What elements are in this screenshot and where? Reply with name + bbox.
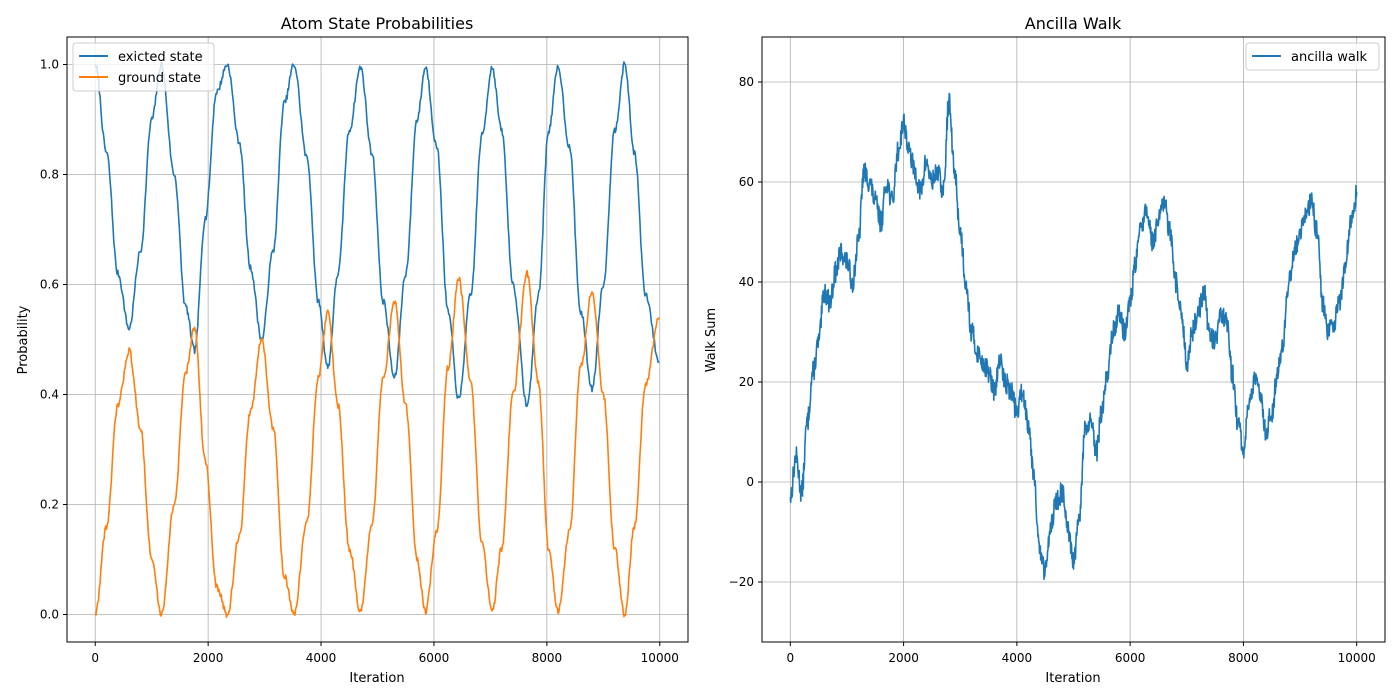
- atom-x-tick-label: 4000: [306, 651, 337, 665]
- ancilla-legend-box: [1245, 42, 1380, 71]
- atom-chart-series: [94, 61, 660, 618]
- ancilla-y-tick-label: 40: [739, 275, 754, 289]
- atom-chart-frame: [66, 36, 689, 643]
- ancilla-x-tick-label: 6000: [1115, 651, 1146, 665]
- atom-chart-legend: exicted state ground state: [72, 42, 215, 92]
- atom-x-tick-label: 0: [91, 651, 99, 665]
- ancilla-chart: Ancilla Walk 0 2000 4000 6000 8000 10000 −20 0…: [704, 14, 1386, 686]
- ancilla-chart-legend: ancilla walk: [1245, 42, 1380, 71]
- ancilla-series-line-0: [789, 92, 1358, 581]
- atom-y-tick-label: 0.2: [40, 498, 59, 512]
- atom-chart-x-ticks: 0 2000 4000 6000 8000 10000: [91, 642, 679, 665]
- atom-series-line-0: [94, 61, 660, 408]
- ancilla-x-tick-label: 0: [786, 651, 794, 665]
- atom-x-tick-label: 6000: [419, 651, 450, 665]
- atom-y-tick-label: 0.4: [40, 388, 59, 402]
- ancilla-x-tick-label: 8000: [1228, 651, 1259, 665]
- ancilla-chart-title: Ancilla Walk: [1025, 14, 1122, 33]
- atom-x-tick-label: 8000: [532, 651, 563, 665]
- ancilla-chart-y-label: Walk Sum: [704, 308, 719, 372]
- ancilla-x-tick-label: 4000: [1002, 651, 1033, 665]
- ancilla-x-tick-label: 2000: [888, 651, 919, 665]
- ancilla-chart-x-label: Iteration: [1045, 671, 1100, 686]
- atom-chart-y-ticks: 0.0 0.2 0.4 0.6 0.8 1.0: [40, 58, 67, 622]
- atom-chart-y-label: Probability: [16, 305, 31, 374]
- atom-x-tick-label: 10000: [641, 651, 679, 665]
- ancilla-legend-label: ancilla walk: [1291, 50, 1367, 65]
- atom-y-tick-label: 0.8: [40, 168, 59, 182]
- ancilla-y-tick-label: 80: [739, 75, 754, 89]
- atom-chart-title: Atom State Probabilities: [281, 14, 474, 33]
- ancilla-chart-frame: [761, 36, 1386, 643]
- ancilla-chart-series: [789, 92, 1358, 581]
- atom-x-tick-label: 2000: [193, 651, 224, 665]
- atom-legend-label-ground: ground state: [118, 71, 201, 86]
- ancilla-y-tick-label: 60: [739, 175, 754, 189]
- atom-y-tick-label: 0.0: [40, 608, 59, 622]
- atom-legend-label-excited: exicted state: [118, 50, 203, 65]
- atom-chart: Atom State Probabilities 0 2000 4000 6000 80…: [16, 14, 689, 686]
- ancilla-chart-y-ticks: −20 0 20 40 60 80: [729, 75, 762, 589]
- ancilla-y-tick-label: 20: [739, 375, 754, 389]
- ancilla-y-tick-label: 0: [746, 475, 754, 489]
- ancilla-chart-x-ticks: 0 2000 4000 6000 8000 10000: [786, 642, 1376, 665]
- ancilla-chart-grid: [762, 37, 1385, 642]
- ancilla-x-tick-label: 10000: [1338, 651, 1376, 665]
- atom-legend-box: [72, 42, 215, 92]
- atom-y-tick-label: 1.0: [40, 58, 59, 72]
- atom-chart-grid: [67, 37, 688, 642]
- ancilla-y-tick-label: −20: [729, 575, 754, 589]
- atom-series-line-1: [94, 269, 660, 618]
- atom-y-tick-label: 0.6: [40, 278, 59, 292]
- atom-chart-x-label: Iteration: [349, 671, 404, 686]
